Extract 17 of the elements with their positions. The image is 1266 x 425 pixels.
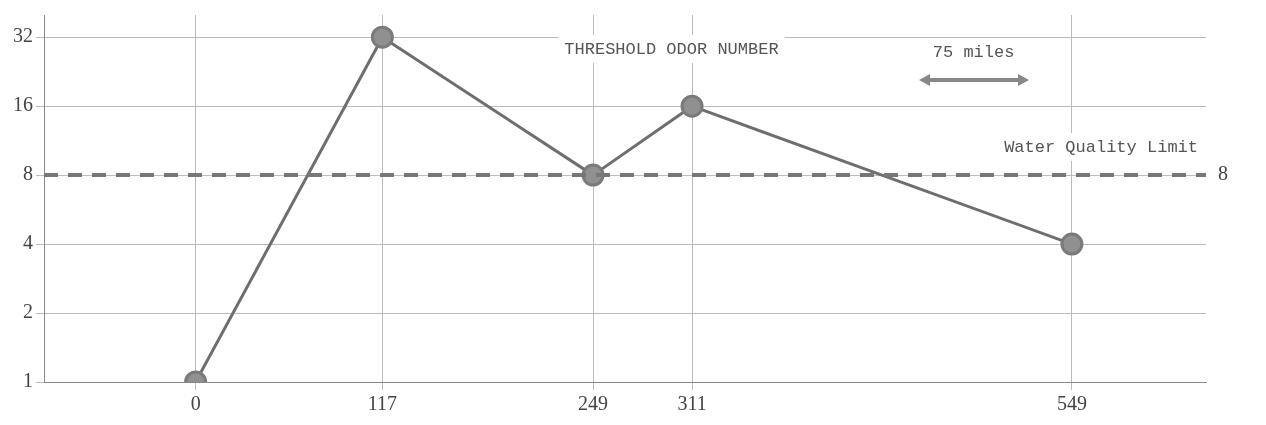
x-tick-label: 311: [677, 392, 707, 415]
y-tick-label: 4: [23, 231, 33, 254]
point: [370, 25, 394, 49]
ref-line-label: Water Quality Limit: [1004, 137, 1198, 157]
text: 8: [1218, 162, 1228, 185]
y-tick-label: 2: [23, 300, 33, 323]
y-tick-label: 1: [23, 369, 33, 392]
x-tick-label: 0: [190, 392, 201, 415]
x-tick-label: 549: [1056, 392, 1087, 415]
annotation: 75 miles: [932, 43, 1015, 63]
y-tick-label: 32: [13, 24, 33, 47]
y-tick-label: 8: [23, 162, 33, 185]
annotation: THRESHOLD ODOR NUMBER: [564, 39, 779, 59]
x-tick-label: 249: [578, 392, 609, 415]
point: [680, 94, 704, 118]
x-tick-label: 117: [367, 392, 398, 415]
y-tick-label: 16: [13, 93, 33, 116]
